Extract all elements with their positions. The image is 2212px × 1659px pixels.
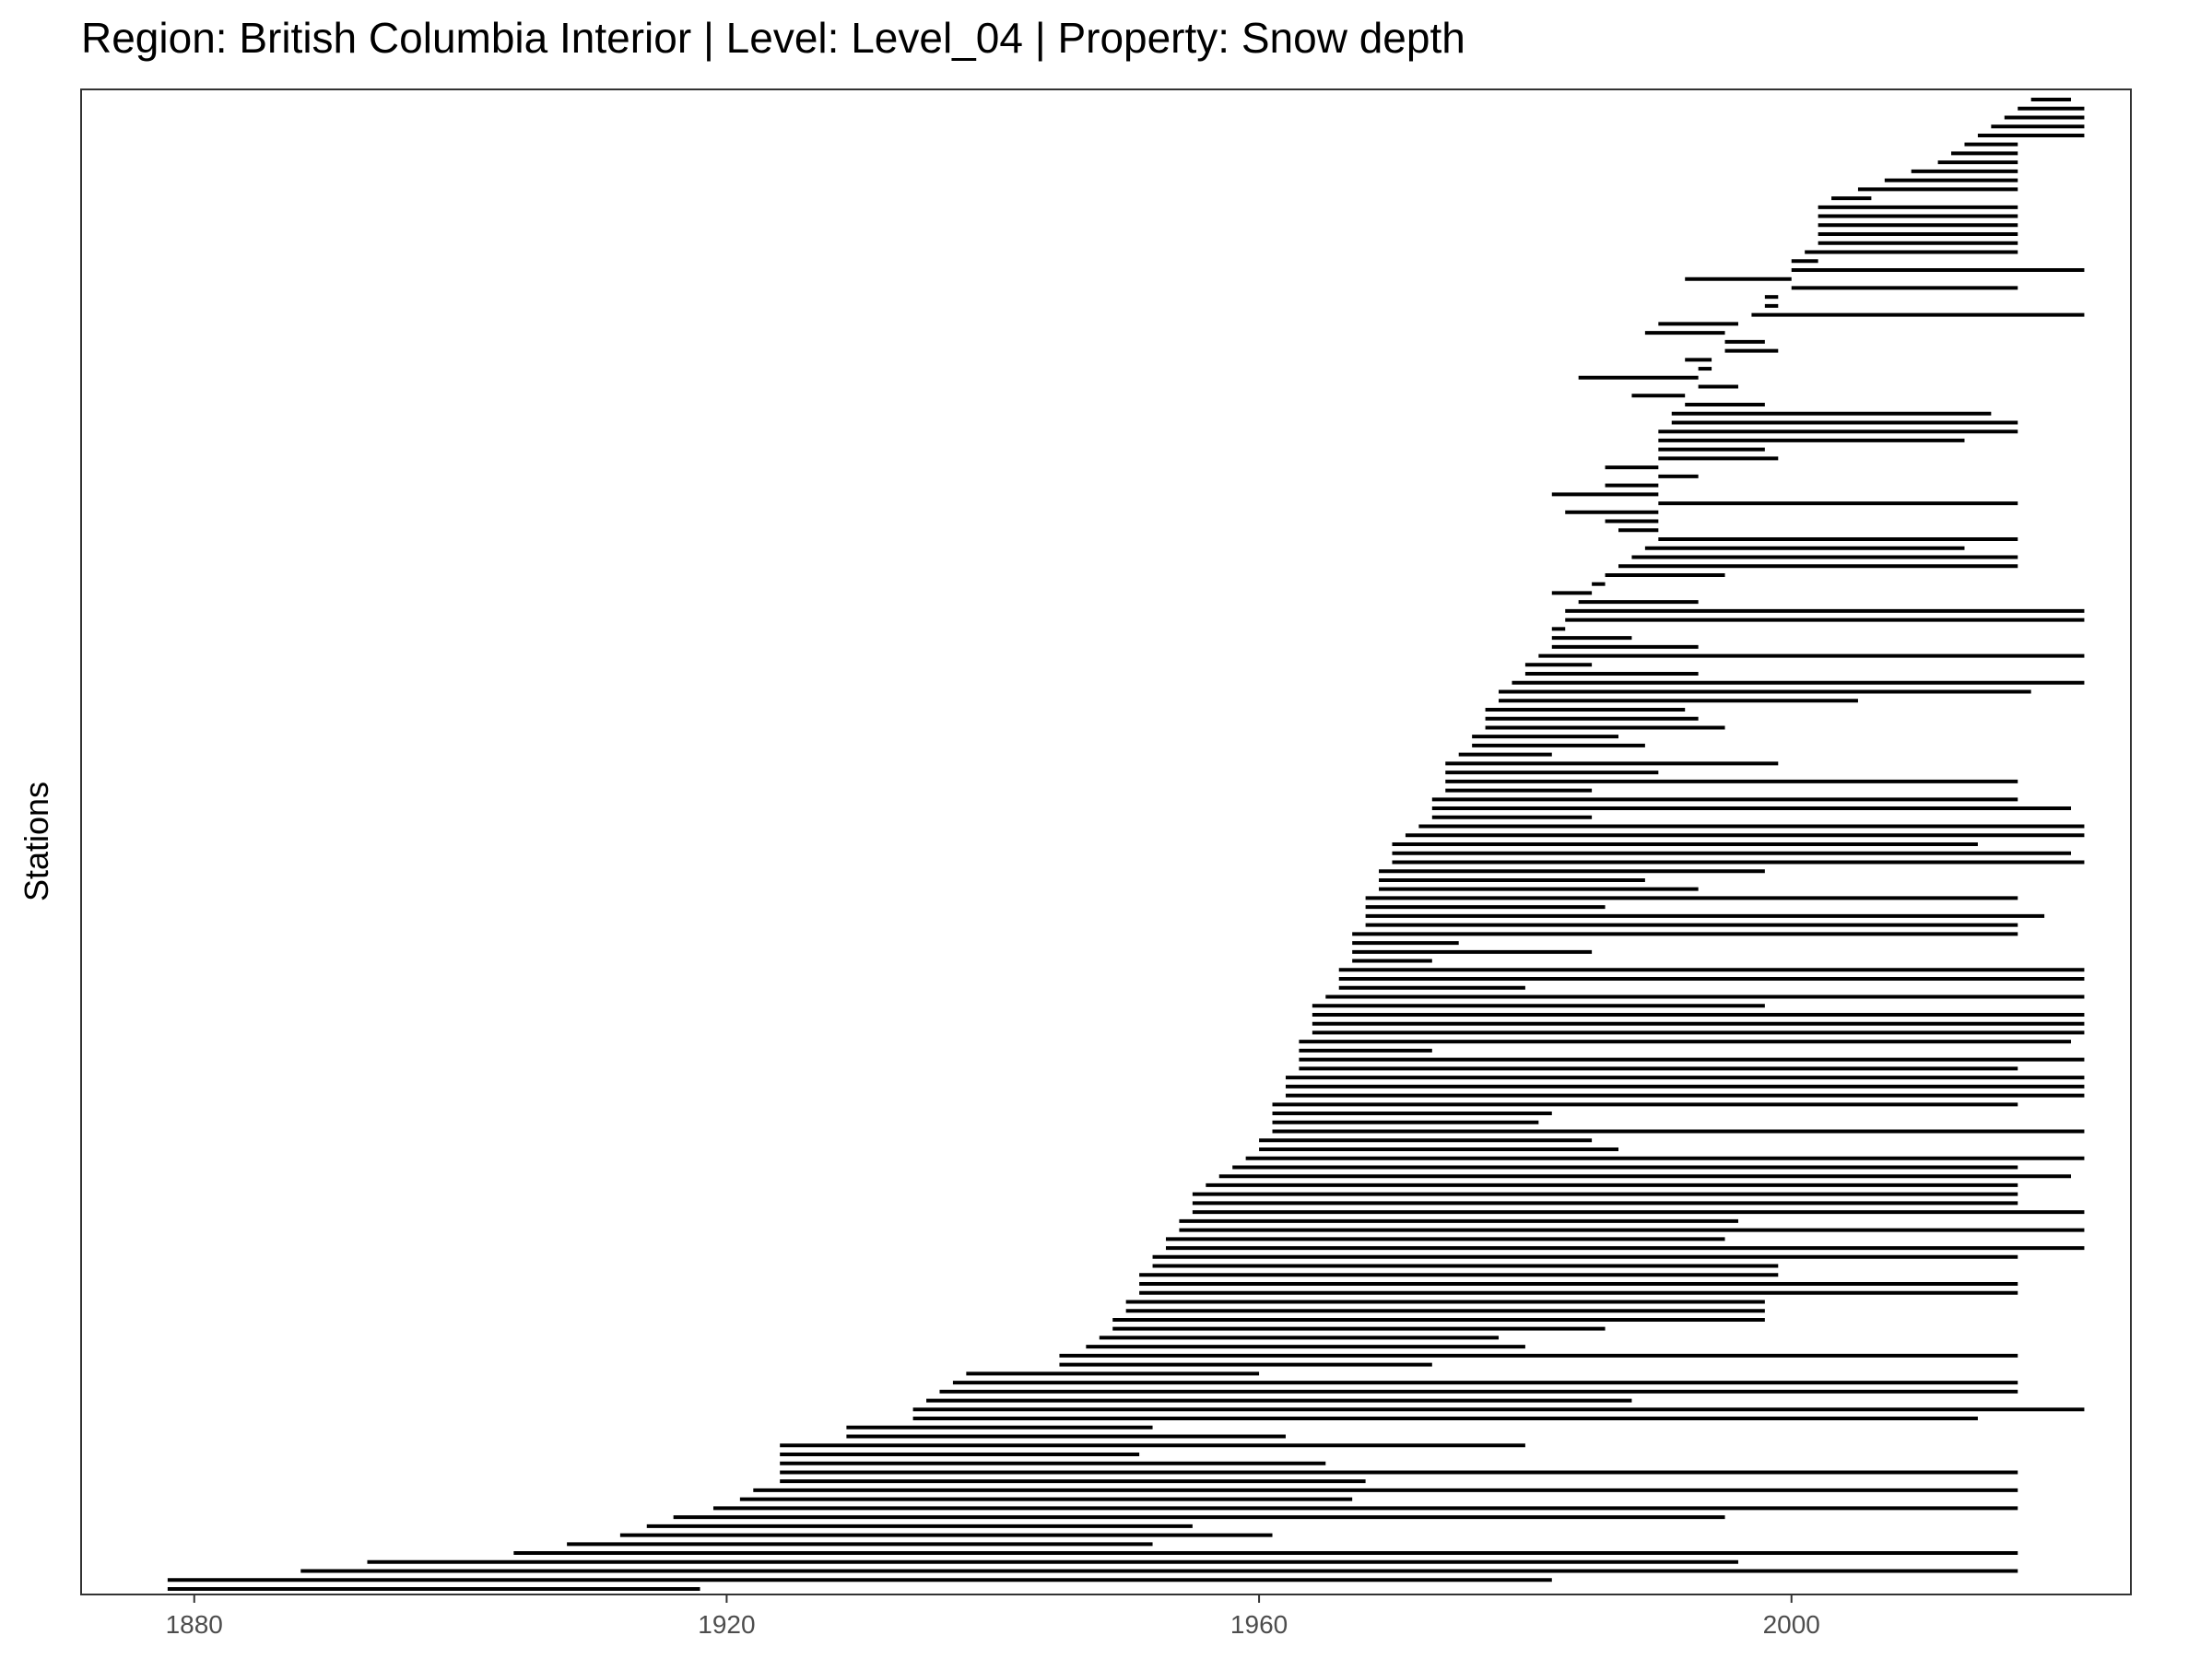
plot-background (81, 89, 2131, 1594)
x-axis: 1880 1920 1960 2000 (166, 1594, 1820, 1639)
segments-layer (167, 98, 2085, 1591)
y-axis-title: Stations (18, 782, 55, 901)
x-tick-label: 1920 (698, 1610, 755, 1639)
x-tick-label: 2000 (1763, 1610, 1820, 1639)
x-tick-label: 1880 (166, 1610, 223, 1639)
x-tick-label: 1960 (1230, 1610, 1288, 1639)
plot-border (80, 88, 2132, 1595)
chart-title: Region: British Columbia Interior | Leve… (81, 14, 1465, 62)
